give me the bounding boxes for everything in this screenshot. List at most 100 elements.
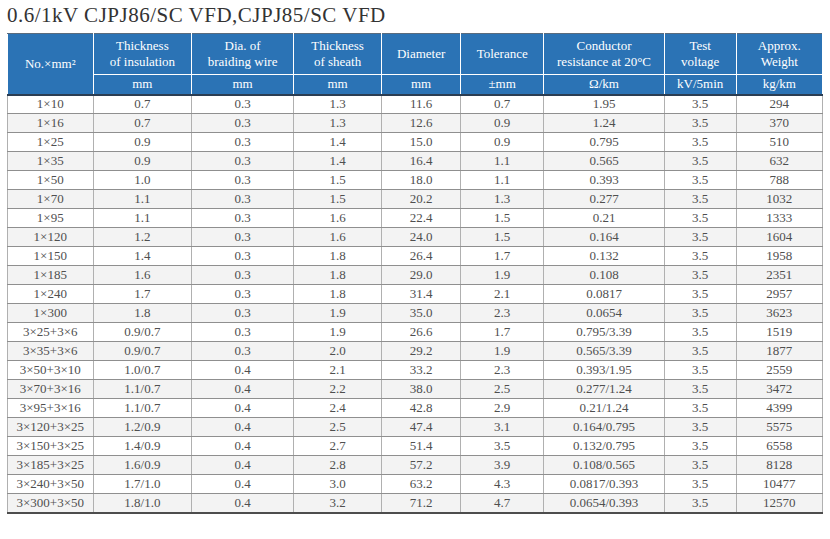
table-cell: 3.5 <box>664 456 736 475</box>
table-cell: 2.8 <box>294 456 382 475</box>
table-cell: 0.565 <box>544 152 665 171</box>
table-cell: 0.3 <box>192 228 294 247</box>
table-row: 1×951.10.31.622.41.50.213.51333 <box>8 209 823 228</box>
table-cell: 1×120 <box>8 228 94 247</box>
table-row: 1×160.70.31.312.60.91.243.5370 <box>8 114 823 133</box>
table-cell: 2351 <box>736 266 822 285</box>
table-cell: 6558 <box>736 437 822 456</box>
table-cell: 1.3 <box>461 190 544 209</box>
table-row: 1×501.00.31.518.01.10.3933.5788 <box>8 171 823 190</box>
table-cell: 10477 <box>736 475 822 494</box>
table-cell: 0.7 <box>93 95 192 114</box>
table-cell: 2.0 <box>294 342 382 361</box>
table-cell: 510 <box>736 133 822 152</box>
table-row: 1×3001.80.31.935.02.30.06543.53623 <box>8 304 823 323</box>
table-cell: 1.1 <box>93 209 192 228</box>
table-cell: 370 <box>736 114 822 133</box>
table-cell: 1.1 <box>461 152 544 171</box>
table-cell: 3.5 <box>664 209 736 228</box>
table-row: 1×350.90.31.416.41.10.5653.5632 <box>8 152 823 171</box>
table-cell: 3.5 <box>664 133 736 152</box>
table-cell: 2.3 <box>461 361 544 380</box>
table-cell: 0.3 <box>192 114 294 133</box>
table-cell: 1.95 <box>544 95 665 114</box>
table-cell: 2.5 <box>294 418 382 437</box>
table-cell: 0.4 <box>192 361 294 380</box>
table-cell: 0.9 <box>93 133 192 152</box>
table-cell: 0.3 <box>192 285 294 304</box>
table-cell: 3.5 <box>461 437 544 456</box>
cable-spec-table: No.×mm²Thickness of insulationDia. of br… <box>7 33 823 514</box>
table-cell: 1.9 <box>294 304 382 323</box>
table-cell: 1×240 <box>8 285 94 304</box>
table-cell: 0.0817/0.393 <box>544 475 665 494</box>
table-cell: 3×150+3×25 <box>8 437 94 456</box>
table-cell: 788 <box>736 171 822 190</box>
table-cell: 0.277/1.24 <box>544 380 665 399</box>
table-row: 3×95+3×161.1/0.70.42.442.82.90.21/1.243.… <box>8 399 823 418</box>
table-cell: 3.5 <box>664 152 736 171</box>
table-cell: 0.4 <box>192 494 294 513</box>
table-cell: 2957 <box>736 285 822 304</box>
table-cell: 0.4 <box>192 399 294 418</box>
table-row: 1×1201.20.31.624.01.50.1643.51604 <box>8 228 823 247</box>
table-cell: 1.5 <box>461 228 544 247</box>
table-cell: 1519 <box>736 323 822 342</box>
table-cell: 1.1 <box>461 171 544 190</box>
table-cell: 2.3 <box>461 304 544 323</box>
column-header: Approx. Weight <box>736 34 822 75</box>
table-cell: 3.0 <box>294 475 382 494</box>
column-unit: mm <box>382 75 461 95</box>
table-cell: 0.0654/0.393 <box>544 494 665 513</box>
table-cell: 1.5 <box>461 209 544 228</box>
table-cell: 0.3 <box>192 247 294 266</box>
table-cell: 3.5 <box>664 380 736 399</box>
table-cell: 1.9 <box>461 266 544 285</box>
table-cell: 3.5 <box>664 342 736 361</box>
table-cell: 0.9 <box>461 114 544 133</box>
table-cell: 26.6 <box>382 323 461 342</box>
table-cell: 3.5 <box>664 361 736 380</box>
table-cell: 4.7 <box>461 494 544 513</box>
table-cell: 3.5 <box>664 285 736 304</box>
table-row: 3×120+3×251.2/0.90.42.547.43.10.164/0.79… <box>8 418 823 437</box>
table-cell: 1×25 <box>8 133 94 152</box>
table-cell: 3×35+3×6 <box>8 342 94 361</box>
table-cell: 0.9 <box>461 133 544 152</box>
column-header: Thickness of sheath <box>294 34 382 75</box>
table-cell: 1×95 <box>8 209 94 228</box>
table-cell: 15.0 <box>382 133 461 152</box>
table-cell: 71.2 <box>382 494 461 513</box>
table-cell: 26.4 <box>382 247 461 266</box>
table-cell: 8128 <box>736 456 822 475</box>
table-cell: 1×70 <box>8 190 94 209</box>
table-cell: 0.0817 <box>544 285 665 304</box>
table-cell: 1.4 <box>93 247 192 266</box>
table-row: 1×100.70.31.311.60.71.953.5294 <box>8 95 823 114</box>
table-cell: 0.7 <box>93 114 192 133</box>
table-cell: 1.7 <box>461 323 544 342</box>
table-cell: 1.8 <box>294 285 382 304</box>
table-row: 3×150+3×251.4/0.90.42.751.43.50.132/0.79… <box>8 437 823 456</box>
table-cell: 0.9/0.7 <box>93 323 192 342</box>
table-cell: 0.3 <box>192 95 294 114</box>
table-cell: 3.2 <box>294 494 382 513</box>
table-cell: 1.8 <box>294 266 382 285</box>
table-cell: 1.4 <box>294 152 382 171</box>
table-cell: 0.132/0.795 <box>544 437 665 456</box>
table-cell: 1.7 <box>461 247 544 266</box>
table-cell: 12570 <box>736 494 822 513</box>
table-cell: 1×10 <box>8 95 94 114</box>
column-header: Diameter <box>382 34 461 75</box>
table-cell: 3.5 <box>664 475 736 494</box>
table-cell: 1×50 <box>8 171 94 190</box>
column-header: Conductor resistance at 20°C <box>544 34 665 75</box>
table-cell: 20.2 <box>382 190 461 209</box>
table-cell: 2.7 <box>294 437 382 456</box>
table-cell: 3.9 <box>461 456 544 475</box>
column-unit: mm <box>93 75 192 95</box>
table-cell: 2.4 <box>294 399 382 418</box>
table-cell: 632 <box>736 152 822 171</box>
table-cell: 31.4 <box>382 285 461 304</box>
table-cell: 3×50+3×10 <box>8 361 94 380</box>
